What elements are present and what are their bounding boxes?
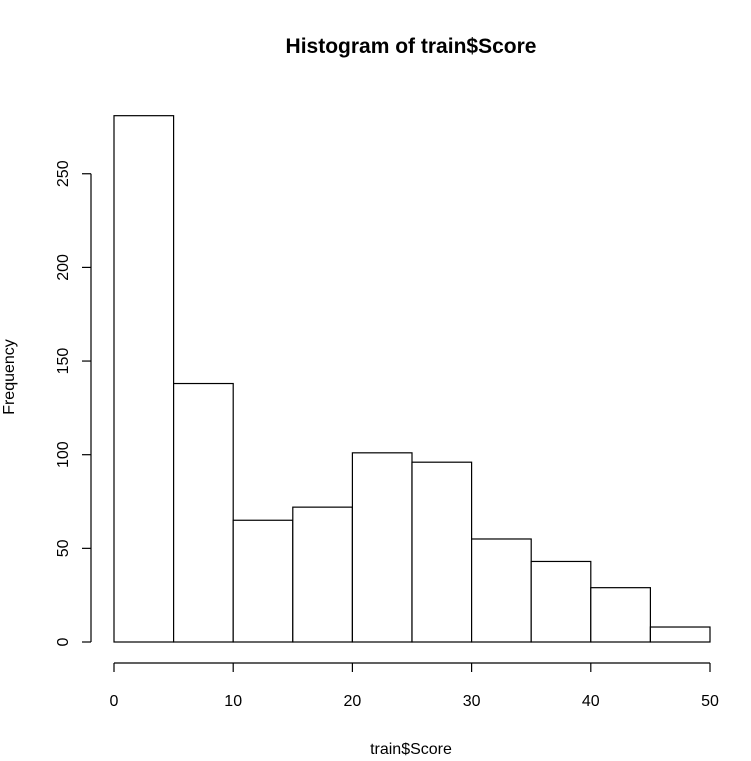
histogram-bar [411, 461, 473, 643]
histogram-bar [649, 626, 711, 643]
y-axis: 0 50 100 150 200 250 [55, 160, 92, 646]
y-ticks-group: 0 50 100 150 200 250 [55, 160, 91, 646]
y-tick-label: 100 [55, 441, 72, 468]
x-tick-label: 50 [701, 693, 719, 710]
x-tick-label: 30 [463, 693, 481, 710]
bars-group [113, 115, 711, 643]
histogram-bar [471, 538, 532, 643]
x-tick-label: 20 [344, 693, 362, 710]
x-tick-label: 0 [110, 693, 119, 710]
x-tick-label: 10 [224, 693, 242, 710]
histogram-bar [590, 587, 651, 643]
x-axis-label: train$Score [370, 741, 452, 758]
histogram-bar [232, 519, 294, 643]
y-tick-label: 200 [55, 254, 72, 281]
x-ticks-group: 0 10 20 30 40 50 [110, 663, 719, 710]
histogram-bar [292, 506, 353, 643]
y-tick-label: 250 [55, 160, 72, 187]
histogram-bar [530, 560, 592, 643]
chart-title: Histogram of train$Score [286, 35, 537, 58]
x-tick-label: 40 [582, 693, 600, 710]
histogram-bar [113, 115, 175, 643]
y-tick-label: 0 [55, 637, 72, 646]
histogram-bar [173, 382, 234, 643]
y-tick-label: 50 [55, 539, 72, 557]
y-tick-label: 150 [55, 348, 72, 375]
histogram-bar [351, 452, 413, 643]
y-axis-label: Frequency [1, 339, 18, 415]
x-axis: 0 10 20 30 40 50 [110, 662, 719, 710]
